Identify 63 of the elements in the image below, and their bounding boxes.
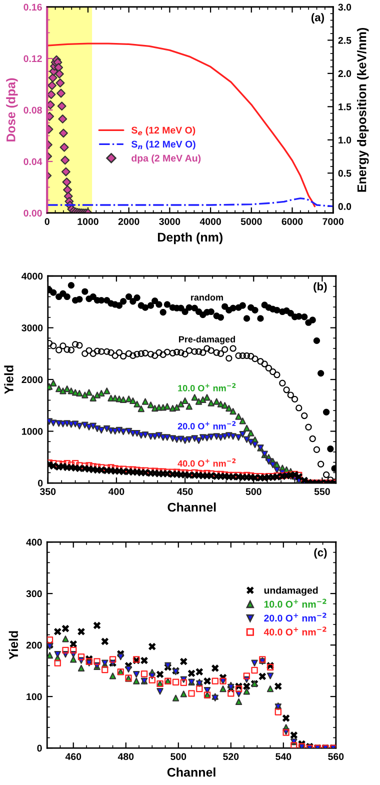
y-tick-label: 0.04	[24, 158, 42, 166]
y-tick-label: 0.16	[24, 4, 42, 11]
y-tick-label: 2000	[22, 376, 43, 384]
legend-label: 40.0 O$^{+}$ nm$^{−2}$	[264, 626, 326, 636]
x-tick-label: 3000	[159, 218, 180, 225]
y-tick-label: 0.08	[24, 106, 42, 114]
y-tick-label: 0	[37, 744, 42, 752]
x-tick-label: 5000	[240, 218, 262, 225]
x-tick-label: 400	[108, 488, 124, 496]
x-tick-label: 520	[223, 753, 239, 760]
x-tick-label: 550	[314, 488, 330, 496]
y2-axis-title: Energy deposition (keV/nm)	[357, 28, 369, 192]
y2-tick-label: 0.5	[338, 170, 352, 177]
y2-tick-label: 2.0	[338, 70, 352, 78]
x-tick-label: 7000	[322, 218, 344, 225]
legend-label: undamaged	[264, 586, 318, 596]
y2-tick-label: 3.0	[338, 4, 352, 11]
y-tick-label: 200	[26, 642, 42, 649]
x-axis-title: Channel	[167, 768, 216, 777]
annotation: (a)	[312, 13, 324, 24]
series-label: Pre-damaged	[178, 336, 235, 344]
x-tick-label: 460	[65, 753, 82, 760]
x-tick-label: 560	[328, 753, 344, 760]
annotation: (c)	[314, 548, 327, 559]
legend-label: S$_{n}$ (12 MeV O)	[131, 140, 196, 150]
y-axis-title: Yield	[4, 366, 14, 394]
series-label: 20.0 O$^{+}$ nm$^{−2}$	[178, 421, 236, 430]
x-tick-label: 0	[44, 218, 50, 225]
x-tick-label: 1000	[78, 218, 98, 225]
x-tick-label: 480	[118, 753, 134, 760]
y2-tick-label: 0.0	[338, 203, 352, 210]
annotation: (b)	[314, 282, 327, 293]
x-axis-title: Channel	[168, 502, 216, 512]
legend-label: 10.0 O$^{+}$ nm$^{−2}$	[264, 598, 326, 608]
series-label: 40.0 O$^{+}$ nm$^{−2}$	[178, 458, 236, 467]
x-tick-label: 540	[276, 753, 292, 760]
y-axis-title: Yield	[8, 631, 18, 660]
y2-tick-label: 1.0	[338, 136, 352, 144]
y-tick-label: 0.12	[24, 55, 42, 62]
y2-tick-label: 1.5	[338, 103, 352, 110]
series-label: 10.0 O$^{+}$ nm$^{−2}$	[178, 383, 236, 392]
y-tick-label: 300	[26, 590, 42, 598]
y-tick-label: 3000	[22, 324, 43, 332]
x-tick-label: 500	[170, 753, 186, 760]
y-tick-label: 4000	[22, 272, 43, 280]
y-tick-label: 0	[38, 480, 43, 487]
y2-tick-label: 2.5	[338, 36, 352, 44]
legend-label: 20.0 O$^{+}$ nm$^{−2}$	[264, 612, 326, 622]
x-tick-label: 350	[40, 488, 56, 496]
legend-label: dpa (2 MeV Au)	[132, 154, 201, 164]
x-tick-label: 450	[177, 488, 193, 496]
x-tick-label: 4000	[200, 218, 221, 225]
x-tick-label: 500	[246, 488, 262, 496]
y-axis-title: Dose (dpa)	[6, 78, 18, 142]
series-label: random	[191, 294, 223, 301]
y-tick-label: 100	[26, 693, 42, 700]
y-tick-label: 400	[26, 538, 42, 546]
x-axis-title: Depth (nm)	[158, 232, 222, 244]
x-tick-label: 6000	[282, 218, 303, 225]
y-tick-label: 1000	[22, 428, 43, 435]
legend-label: S$_{e}$ (12 MeV O)	[131, 126, 196, 136]
x-tick-label: 2000	[118, 218, 140, 225]
y-tick-label: 0.00	[24, 210, 42, 217]
